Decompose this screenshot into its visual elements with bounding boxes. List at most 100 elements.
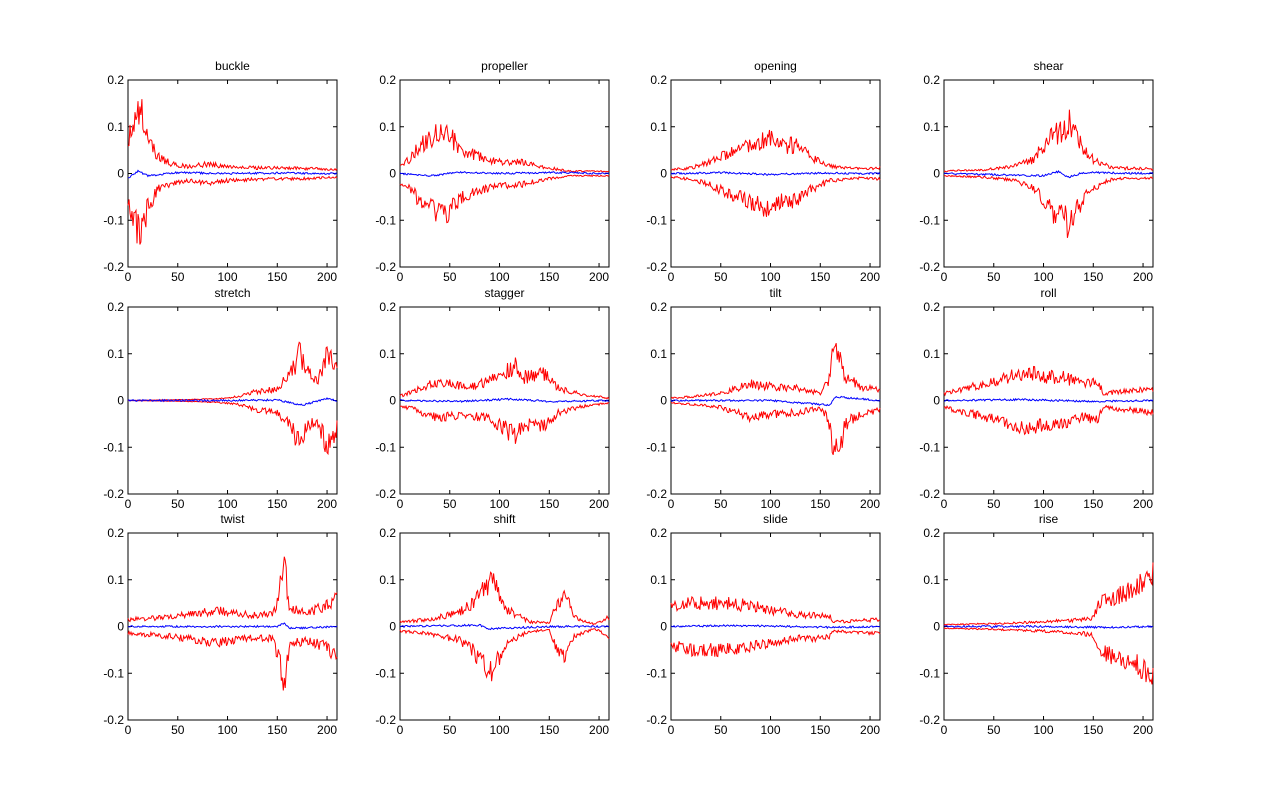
x-tick-label: 150	[1083, 497, 1103, 511]
y-tick-label: -0.1	[646, 666, 667, 680]
panel-title: stretch	[214, 286, 250, 300]
mean-line	[127, 397, 338, 407]
panel-title: stagger	[484, 286, 524, 300]
lower-envelope-line	[128, 399, 338, 456]
x-tick-label: 200	[317, 270, 337, 284]
subplot-roll: roll 0 50 100 150 200 -0.2 -0.1 0 0.1 0.2	[919, 286, 1154, 511]
mean-line	[128, 169, 338, 179]
x-tick-label: 150	[539, 270, 559, 284]
y-tick-label: 0.1	[650, 573, 667, 587]
x-tick-label: 150	[1083, 270, 1103, 284]
y-tick-label: -0.1	[375, 213, 396, 227]
y-tick-label: 0.2	[107, 526, 124, 540]
y-tick-label: -0.1	[375, 440, 396, 454]
x-tick-label: 200	[860, 497, 880, 511]
subplot-rise: rise 0 50 100 150 200 -0.2 -0.1 0 0.1 0.2	[919, 512, 1154, 737]
upper-envelope-line	[127, 99, 338, 172]
y-tick-label: 0.2	[650, 73, 667, 87]
x-tick-label: 150	[539, 497, 559, 511]
mean-line	[399, 623, 610, 631]
x-tick-label: 0	[668, 723, 675, 737]
x-tick-label: 100	[1034, 497, 1054, 511]
x-tick-label: 150	[267, 497, 287, 511]
panel-title: propeller	[481, 59, 528, 73]
lower-envelope-line	[670, 175, 881, 217]
subplot-stretch: stretch 0 50 100 150 200 -0.2 -0.1 0 0.1 0.2	[103, 286, 338, 511]
x-tick-label: 100	[218, 497, 238, 511]
x-tick-label: 100	[761, 723, 781, 737]
upper-envelope-line	[670, 595, 881, 624]
y-tick-label: -0.2	[375, 487, 396, 501]
x-tick-label: 150	[810, 270, 830, 284]
x-tick-label: 50	[987, 497, 1001, 511]
x-tick-label: 50	[171, 270, 185, 284]
upper-envelope-line	[399, 571, 610, 626]
lower-envelope-line	[943, 404, 1154, 436]
axes-box	[399, 306, 610, 495]
y-tick-label: -0.1	[646, 213, 667, 227]
y-tick-label: 0.2	[107, 300, 124, 314]
x-tick-label: 100	[218, 270, 238, 284]
x-tick-label: 150	[810, 723, 830, 737]
y-tick-label: 0	[660, 620, 667, 634]
x-tick-label: 0	[941, 723, 948, 737]
y-tick-label: 0	[117, 620, 124, 634]
y-tick-label: 0.1	[650, 120, 667, 134]
y-tick-label: -0.1	[103, 213, 124, 227]
lower-envelope-line	[399, 628, 610, 682]
upper-envelope-line	[127, 556, 338, 623]
y-tick-label: 0.2	[650, 526, 667, 540]
y-tick-label: 0.2	[650, 300, 667, 314]
lower-envelope-line	[670, 401, 881, 455]
panel-title: opening	[754, 59, 797, 73]
upper-envelope-line	[399, 357, 610, 400]
y-tick-label: 0.2	[923, 73, 940, 87]
x-tick-label: 50	[443, 497, 457, 511]
subplot-buckle: buckle 0 50 100 150 200 -0.2 -0.1 0 0.1 0.2	[103, 59, 338, 284]
y-tick-label: -0.2	[919, 260, 940, 274]
y-tick-label: -0.2	[103, 713, 124, 727]
lower-envelope-line	[943, 627, 1154, 685]
y-tick-label: 0	[389, 620, 396, 634]
y-tick-label: 0.1	[379, 120, 396, 134]
y-tick-label: 0.2	[107, 73, 124, 87]
upper-envelope-line	[670, 129, 881, 172]
mean-line	[128, 622, 338, 630]
subplot-shift: shift 0 50 100 150 200 -0.2 -0.1 0 0.1 0.2	[375, 512, 610, 737]
y-tick-label: 0	[389, 394, 396, 408]
y-tick-label: 0	[389, 167, 396, 181]
y-tick-label: -0.2	[103, 260, 124, 274]
y-tick-label: 0.1	[107, 120, 124, 134]
x-tick-label: 50	[714, 497, 728, 511]
y-tick-label: -0.1	[919, 440, 940, 454]
upper-envelope-line	[943, 365, 1154, 397]
x-tick-label: 100	[1034, 270, 1054, 284]
y-tick-label: -0.1	[375, 666, 396, 680]
y-tick-label: -0.2	[919, 713, 940, 727]
x-tick-label: 200	[860, 270, 880, 284]
y-tick-label: 0.2	[379, 73, 396, 87]
x-tick-label: 200	[1133, 270, 1153, 284]
x-tick-label: 0	[125, 497, 132, 511]
lower-envelope-line	[399, 174, 610, 224]
x-tick-label: 50	[443, 723, 457, 737]
y-tick-label: 0.1	[923, 347, 940, 361]
y-tick-label: -0.2	[375, 260, 396, 274]
x-tick-label: 200	[317, 497, 337, 511]
subplot-propeller: propeller 0 50 100 150 200 -0.2 -0.1 0 0.1 0.2	[375, 59, 610, 284]
y-tick-label: -0.1	[919, 666, 940, 680]
y-tick-label: 0.1	[923, 573, 940, 587]
x-tick-label: 0	[125, 723, 132, 737]
panel-title: tilt	[770, 286, 783, 300]
mean-line	[670, 395, 881, 407]
x-tick-label: 100	[490, 497, 510, 511]
x-tick-label: 0	[397, 723, 404, 737]
lower-envelope-line	[670, 629, 881, 658]
x-tick-label: 200	[1133, 497, 1153, 511]
y-tick-label: 0.1	[107, 573, 124, 587]
x-tick-label: 200	[1133, 723, 1153, 737]
x-tick-label: 50	[443, 270, 457, 284]
panel-title: shear	[1033, 59, 1063, 73]
y-tick-label: 0.2	[923, 526, 940, 540]
y-tick-label: 0.2	[379, 526, 396, 540]
